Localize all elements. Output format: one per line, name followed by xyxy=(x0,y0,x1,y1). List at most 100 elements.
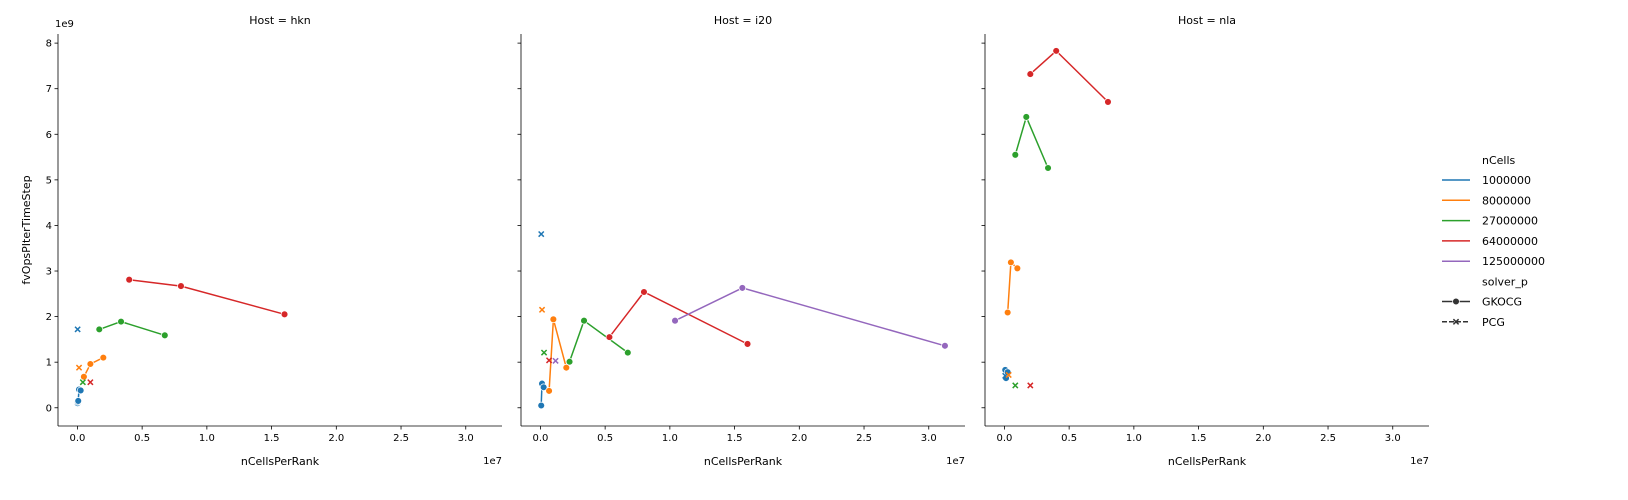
series-i20-1000000-GKOCG xyxy=(537,379,548,410)
legend-entry-PCG: PCG xyxy=(1442,316,1505,329)
data-point xyxy=(76,386,85,395)
data-point xyxy=(549,315,558,324)
series-nla-27000000-PCG xyxy=(1012,382,1019,389)
series-i20-125000000-PCG xyxy=(552,357,559,364)
series-i20-1000000-PCG xyxy=(538,230,545,238)
x-tick-label: 2.5 xyxy=(856,433,872,444)
series-nla-8000000-GKOCG xyxy=(1003,258,1022,317)
data-point xyxy=(1003,308,1012,317)
series-nla-64000000-PCG xyxy=(1027,382,1034,389)
legend-label: 8000000 xyxy=(1482,194,1531,207)
x-tick-label: 2.5 xyxy=(1320,433,1336,444)
data-point xyxy=(1026,70,1035,78)
x-axis-label: nCellsPerRank xyxy=(1168,455,1247,468)
legend-entry-64000000: 64000000 xyxy=(1442,235,1538,248)
series-line xyxy=(674,287,946,347)
series-i20-8000000-PCG xyxy=(538,306,546,313)
data-point xyxy=(117,317,125,326)
series-nla-8000000-PCG xyxy=(1005,371,1012,379)
series-line xyxy=(568,319,629,362)
series-hkn-8000000-PCG xyxy=(75,364,83,371)
data-point xyxy=(1013,264,1022,273)
x-tick-label: 0.5 xyxy=(134,433,150,444)
series-line xyxy=(548,319,568,391)
y-tick-label: 2 xyxy=(46,312,52,323)
x-tick-label: 2.0 xyxy=(1255,433,1271,444)
y-tick-label: 6 xyxy=(46,130,52,141)
series-line xyxy=(608,291,748,345)
panel-title-nla: Host = nla xyxy=(1178,14,1236,27)
data-point xyxy=(640,288,648,296)
data-point xyxy=(624,348,632,357)
series-line xyxy=(1014,114,1049,169)
chart-legend: nCells 1000000 8000000 27000000 64000000 1250… xyxy=(1442,154,1545,329)
legend-label: 125000000 xyxy=(1482,255,1545,268)
series-i20-64000000-GKOCG xyxy=(605,288,752,348)
series-line xyxy=(129,278,285,316)
data-point xyxy=(562,363,571,372)
data-point xyxy=(79,379,86,386)
x-tick-label: 3.0 xyxy=(921,433,937,444)
data-point xyxy=(1104,98,1112,106)
legend-entry-125000000: 125000000 xyxy=(1442,255,1545,268)
data-point xyxy=(743,340,752,348)
x-tick-label: 1.5 xyxy=(1191,433,1207,444)
series-i20-125000000-GKOCG xyxy=(671,284,949,350)
data-point xyxy=(75,364,83,371)
data-point xyxy=(565,357,574,366)
x-tick-label: 3.0 xyxy=(1385,433,1401,444)
data-point xyxy=(1012,382,1019,389)
data-point xyxy=(539,383,548,392)
facet-panel-hkn: Host = hkn 0.0 0.5 1.0 1.5 2.0 2.5 3.0 0 1 2 3 4 5 6 7 8… xyxy=(20,14,502,468)
data-point xyxy=(552,357,559,364)
series-nla-27000000-GKOCG xyxy=(1011,113,1052,172)
y-tick-label: 1 xyxy=(46,358,52,369)
legend-hue-title: nCells xyxy=(1482,154,1516,167)
data-point xyxy=(87,379,94,386)
x-tick-label: 3.0 xyxy=(458,433,474,444)
data-point xyxy=(80,373,88,381)
legend-style-title: solver_p xyxy=(1482,276,1528,289)
x-tick-label: 2.0 xyxy=(791,433,807,444)
chart-panels: Host = hkn 0.0 0.5 1.0 1.5 2.0 2.5 3.0 0 1 2 3 4 5 6 7 8… xyxy=(20,14,1429,468)
x-tick-label: 0.5 xyxy=(1061,433,1077,444)
data-point xyxy=(74,397,82,405)
x-tick-label: 1.0 xyxy=(199,433,215,444)
data-point xyxy=(161,331,169,340)
data-point xyxy=(1027,382,1034,389)
series-hkn-64000000-PCG xyxy=(87,379,94,386)
data-point xyxy=(1022,113,1031,121)
legend-label: PCG xyxy=(1482,316,1505,329)
series-i20-8000000-GKOCG xyxy=(545,315,571,395)
x-tick-label: 0.5 xyxy=(597,433,613,444)
series-i20-64000000-PCG xyxy=(545,357,553,364)
legend-entry-GKOCG: GKOCG xyxy=(1442,296,1522,309)
y-tick-label: 3 xyxy=(46,267,52,278)
data-point xyxy=(540,349,548,356)
x-offset-label: 1e7 xyxy=(946,456,965,467)
legend-entry-1000000: 1000000 xyxy=(1442,174,1531,187)
y-tick-label: 7 xyxy=(46,84,52,95)
series-i20-27000000-GKOCG xyxy=(565,316,632,366)
legend-label: GKOCG xyxy=(1482,296,1522,309)
legend-label: 64000000 xyxy=(1482,235,1538,248)
data-point xyxy=(86,360,95,368)
series-nla-64000000-GKOCG xyxy=(1026,47,1112,106)
data-point xyxy=(538,306,546,313)
x-tick-label: 1.5 xyxy=(727,433,743,444)
series-line xyxy=(99,320,166,337)
data-point xyxy=(538,230,545,238)
legend-entry-27000000: 27000000 xyxy=(1442,215,1538,228)
x-axis-label: nCellsPerRank xyxy=(704,455,783,468)
data-point xyxy=(99,353,108,362)
data-point xyxy=(580,316,588,325)
data-point xyxy=(537,401,545,410)
data-point xyxy=(74,326,81,333)
x-tick-label: 0.0 xyxy=(532,433,548,444)
data-point xyxy=(605,333,614,341)
data-point xyxy=(1052,47,1060,55)
x-tick-label: 2.0 xyxy=(328,433,344,444)
x-tick-label: 0.0 xyxy=(996,433,1012,444)
series-hkn-64000000-GKOCG xyxy=(125,275,289,319)
legend-marker xyxy=(1452,318,1460,325)
